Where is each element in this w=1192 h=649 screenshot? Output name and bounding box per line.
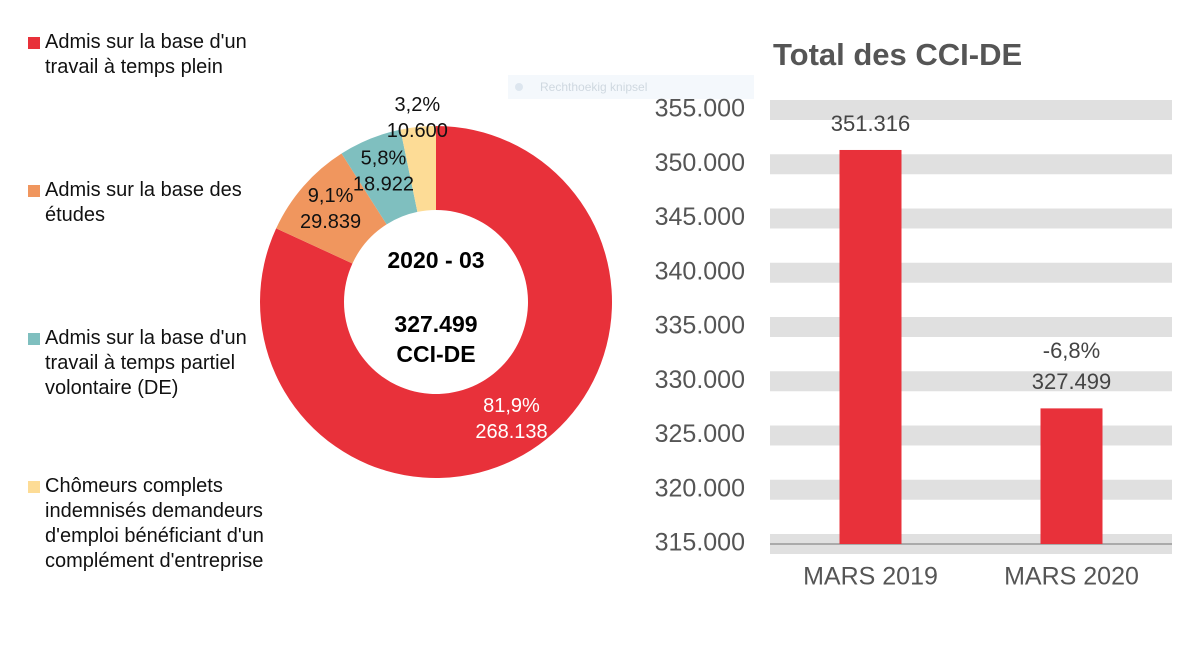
y-tick-label: 345.000 — [655, 203, 745, 231]
y-tick-label: 335.000 — [655, 312, 745, 340]
legend-label: Admis sur la base d'un travail à temps p… — [45, 31, 247, 78]
legend-item: Admis sur la base des études — [28, 178, 278, 228]
overlay-label: Rechthoekig knipsel — [540, 80, 647, 94]
percent-label: 81,9% — [483, 395, 540, 417]
percent-label: 5,8% — [361, 148, 407, 170]
legend-item: Admis sur la base d'un travail à temps p… — [28, 30, 278, 80]
center-value: 327.499 — [394, 311, 477, 337]
center-unit: CCI-DE — [396, 341, 475, 367]
x-tick-label: MARS 2019 — [803, 563, 938, 591]
overlay-icon — [515, 83, 523, 91]
center-title: 2020 - 03 — [387, 247, 484, 273]
value-label: 10.600 — [387, 120, 448, 142]
donut-slice — [341, 129, 418, 225]
legend-label: Admis sur la base des études — [45, 179, 242, 226]
legend-item: Chômeurs complets indemnisés demandeurs … — [28, 474, 278, 574]
legend-item: Admis sur la base d'un travail à temps p… — [28, 326, 278, 401]
donut-slice — [259, 126, 613, 479]
legend-swatch — [28, 333, 40, 345]
legend-swatch — [28, 185, 40, 197]
y-tick-label: 325.000 — [655, 420, 745, 448]
value-label: 327.499 — [1032, 369, 1112, 394]
change-label: -6,8% — [1043, 338, 1100, 363]
y-tick-label: 350.000 — [655, 149, 745, 177]
donut-slice — [276, 153, 387, 264]
y-tick-label: 315.000 — [655, 529, 745, 557]
percent-label: 3,2% — [395, 94, 441, 116]
chart-title: Total des CCI-DE — [773, 37, 1022, 72]
value-label: 268.138 — [475, 421, 547, 443]
bar — [839, 149, 902, 544]
y-tick-label: 355.000 — [655, 95, 745, 123]
donut-slice — [400, 126, 436, 212]
bar — [1040, 408, 1103, 544]
overlay-box — [508, 75, 754, 99]
y-tick-label: 340.000 — [655, 257, 745, 285]
value-label: 18.922 — [353, 174, 414, 196]
legend-label: Chômeurs complets indemnisés demandeurs … — [45, 475, 264, 572]
donut — [259, 126, 613, 479]
percent-label: 9,1% — [308, 185, 354, 207]
value-label: 29.839 — [300, 211, 361, 233]
y-tick-label: 320.000 — [655, 474, 745, 502]
value-label: 351.316 — [831, 111, 911, 136]
y-tick-label: 330.000 — [655, 366, 745, 394]
legend-label: Admis sur la base d'un travail à temps p… — [45, 327, 247, 399]
x-tick-label: MARS 2020 — [1004, 563, 1139, 591]
legend-swatch — [28, 481, 40, 493]
legend-swatch — [28, 37, 40, 49]
